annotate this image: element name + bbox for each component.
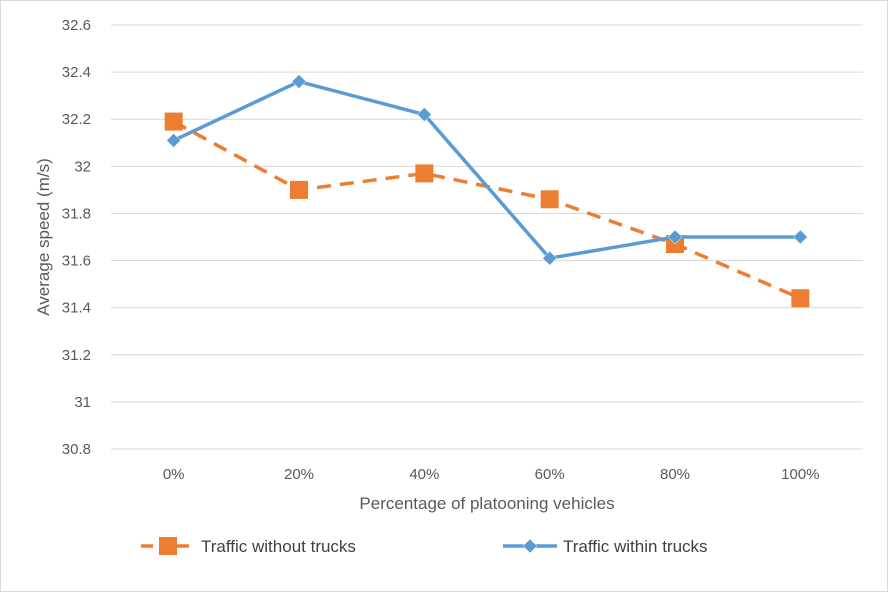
- y-axis-title: Average speed (m/s): [34, 158, 53, 315]
- data-point: [540, 190, 559, 209]
- data-point: [791, 289, 810, 308]
- x-tick-label: 100%: [781, 466, 819, 483]
- y-tick-label: 32.2: [62, 111, 91, 128]
- legend: Traffic without trucks Traffic within tru…: [141, 537, 708, 556]
- legend-label: Traffic within trucks: [563, 537, 708, 556]
- x-tick-label: 60%: [535, 466, 565, 483]
- data-point: [792, 229, 808, 245]
- y-tick-label: 31.2: [62, 347, 91, 364]
- y-tick-label: 30.8: [62, 441, 91, 458]
- legend-marker: [522, 538, 538, 554]
- y-axis-ticks: 30.8 31 31.2 31.4 31.6 31.8 32 32.2 32.4 32.6: [62, 17, 91, 458]
- y-tick-label: 31.4: [62, 300, 91, 317]
- legend-item: Traffic without trucks: [141, 537, 356, 556]
- data-point: [290, 180, 308, 199]
- series-line: [172, 120, 802, 300]
- x-tick-label: 0%: [163, 466, 185, 483]
- data-point: [291, 74, 307, 89]
- series-1: [166, 74, 808, 266]
- data-point: [166, 133, 182, 148]
- x-axis-title: Percentage of platooning vehicles: [359, 494, 614, 513]
- x-axis-ticks: 0% 20% 40% 60% 80% 100%: [163, 466, 820, 483]
- series-line: [172, 79, 801, 260]
- data-point: [415, 164, 434, 183]
- legend-marker: [159, 537, 177, 555]
- gridlines: [111, 24, 863, 450]
- x-tick-label: 80%: [660, 466, 690, 483]
- y-tick-label: 31.6: [62, 253, 91, 270]
- series-0: [164, 112, 810, 308]
- series-group: [164, 74, 810, 308]
- data-point: [667, 229, 683, 245]
- y-tick-label: 32.6: [62, 17, 91, 34]
- y-tick-label: 32.4: [62, 64, 91, 81]
- legend-label: Traffic without trucks: [201, 537, 356, 556]
- y-tick-label: 31: [74, 394, 91, 411]
- x-tick-label: 40%: [409, 466, 439, 483]
- data-point: [416, 107, 432, 122]
- y-tick-label: 32: [74, 158, 91, 175]
- data-point: [542, 250, 558, 266]
- legend-item: Traffic within trucks: [503, 537, 708, 556]
- data-point: [164, 112, 183, 131]
- y-tick-label: 31.8: [62, 205, 91, 222]
- x-tick-label: 20%: [284, 466, 314, 483]
